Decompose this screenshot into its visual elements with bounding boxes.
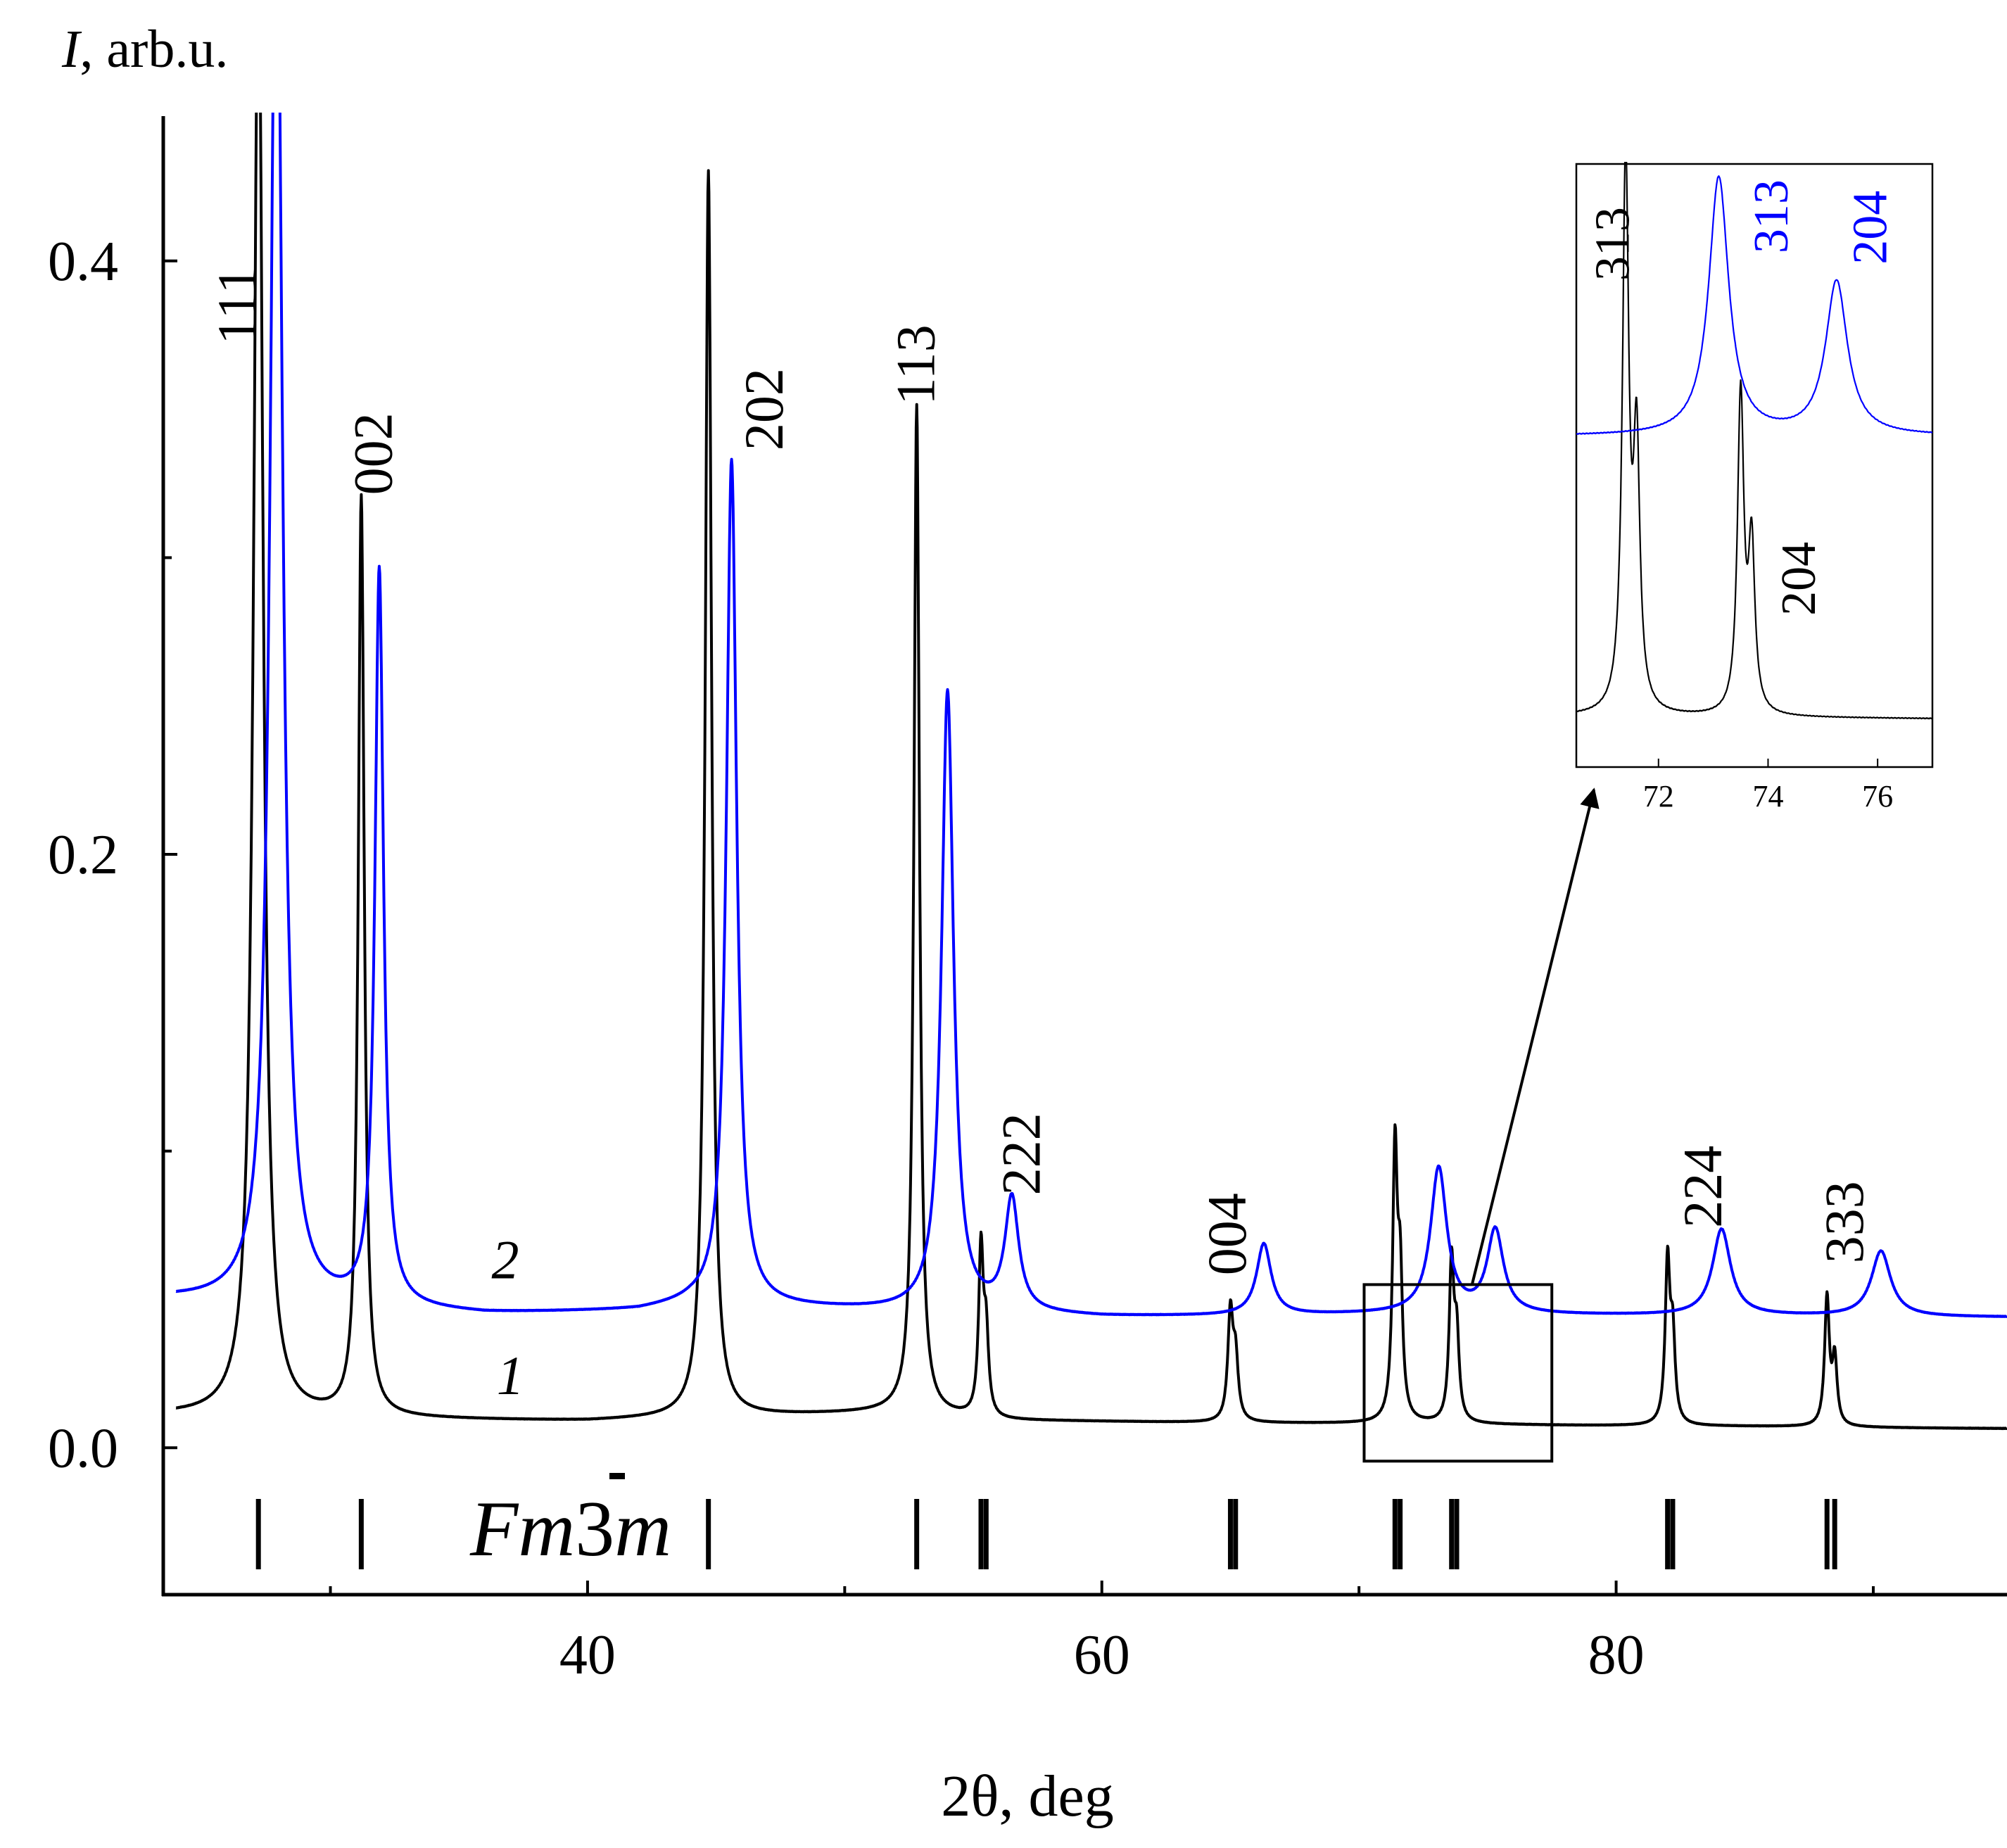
inset-series-layer (1576, 162, 1932, 720)
peak-label-333-7: 333 (1813, 1181, 1875, 1263)
reference-tick-14 (1824, 1499, 1830, 1569)
peak-label-222-4: 222 (990, 1113, 1051, 1195)
reference-tick-7 (1233, 1499, 1239, 1569)
inset-x-tick-label-1: 74 (1752, 779, 1783, 814)
inset-panel: 72 74 76 313 313 204 204 (1575, 162, 1934, 814)
series-2-line (175, 113, 2007, 1318)
peak-label-002-1: 002 (343, 412, 404, 495)
peak-label-202-2: 202 (733, 368, 794, 450)
inset-labels: 313 313 204 204 (1585, 179, 1897, 616)
reference-tick-6 (1227, 1499, 1233, 1569)
inset-x-tick-label-2: 76 (1862, 779, 1893, 814)
reference-tick-8 (1392, 1499, 1398, 1569)
x-tick-label-2: 80 (1588, 1624, 1645, 1686)
inset-ticks: 72 74 76 (1643, 759, 1893, 814)
peak-label-224-6: 224 (1672, 1146, 1733, 1228)
zoom-selection-box (1362, 1283, 1554, 1463)
reference-tick-15 (1832, 1499, 1837, 1569)
y-tick-label-0: 0.0 (48, 1417, 118, 1479)
reference-phase-label: Fm3m (469, 1486, 671, 1573)
reference-phase-ticks (255, 1499, 1837, 1569)
reference-tick-5 (983, 1499, 989, 1569)
x-tick-label-0: 40 (559, 1624, 616, 1686)
y-tick-label-2: 0.4 (48, 231, 118, 293)
inset-label-204-2: 204 (1843, 191, 1897, 265)
peak-label-113-3: 113 (885, 324, 946, 405)
series-1-line (175, 113, 2007, 1431)
reference-tick-0 (255, 1499, 261, 1569)
curve-label-2: 2 (491, 1229, 519, 1291)
series-layer (175, 113, 2007, 1431)
inset-frame (1575, 163, 1934, 768)
reference-tick-3 (914, 1499, 920, 1569)
x-axis-label: 2θ, deg (941, 1764, 1114, 1829)
peak-labels: 111 002 202 113 222 004 224 333 (206, 266, 1875, 1275)
inset-label-313-0: 313 (1585, 207, 1640, 281)
main-axes (161, 116, 2007, 1597)
inset-series-1-line (1576, 162, 1932, 720)
reference-tick-1 (358, 1499, 364, 1569)
reference-tick-10 (1449, 1499, 1455, 1569)
axis-ticks: 40 60 80 0.0 0.2 0.4 (48, 231, 1875, 1686)
reference-tick-4 (978, 1499, 984, 1569)
curve-labels: 12 (491, 1229, 524, 1406)
reference-tick-13 (1670, 1499, 1676, 1569)
inset-label-204-3: 204 (1772, 542, 1826, 616)
zoom-arrow (1470, 787, 1600, 1285)
inset-label-313-1: 313 (1745, 179, 1799, 253)
reference-tick-12 (1665, 1499, 1671, 1569)
inset-x-tick-label-0: 72 (1643, 779, 1674, 814)
reference-tick-11 (1454, 1499, 1460, 1569)
reference-tick-2 (706, 1499, 711, 1569)
y-axis-label: I, arb.u. (61, 20, 228, 79)
inset-series-2-line (1576, 175, 1932, 435)
curve-label-1: 1 (497, 1345, 524, 1406)
x-tick-label-1: 60 (1074, 1624, 1130, 1686)
peak-label-004-5: 004 (1196, 1193, 1258, 1275)
inset-selection (1362, 787, 1600, 1463)
peak-label-111-0: 111 (206, 266, 267, 344)
y-tick-label-1: 0.2 (48, 824, 118, 886)
reference-tick-9 (1398, 1499, 1403, 1569)
phase-bar-mark (609, 1473, 625, 1479)
